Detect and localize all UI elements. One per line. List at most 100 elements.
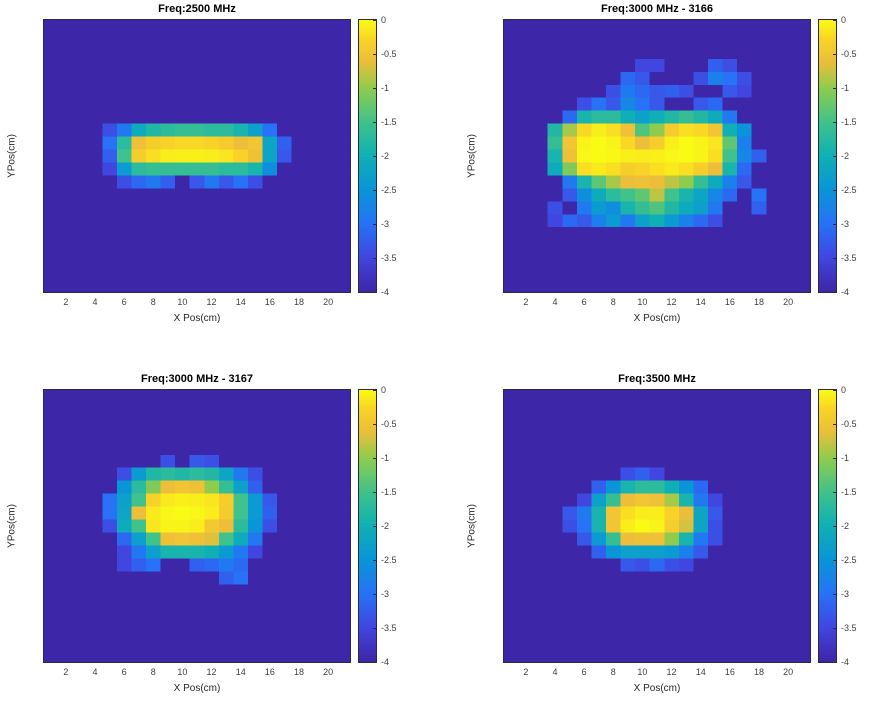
colorbar-tick-mark	[373, 122, 376, 123]
colorbar-tick-mark	[833, 190, 836, 191]
colorbar-tick-label: -1	[841, 83, 850, 93]
colorbar-tick-mark	[373, 224, 376, 225]
x-tick-label: 16	[724, 667, 735, 677]
x-tick-label: 8	[610, 667, 616, 677]
colorbar-tick-label: -1.5	[381, 487, 397, 497]
x-tick-label: 12	[666, 297, 677, 307]
x-tick-label: 2	[63, 297, 69, 307]
colorbar-tick-label: 0	[381, 15, 387, 25]
colorbar-tick-mark	[373, 458, 376, 459]
colorbar-tick-label: -1.5	[381, 117, 397, 127]
x-tick-label: 20	[783, 297, 794, 307]
colorbar-tick-mark	[373, 20, 376, 21]
colorbar-tick-label: -2.5	[841, 185, 857, 195]
colorbar-tick-label: -3	[841, 589, 850, 599]
colorbar-tick-mark	[833, 662, 836, 663]
colorbar-tick-label: -0.5	[381, 419, 397, 429]
x-tick-label: 20	[323, 667, 334, 677]
x-axis-label: X Pos(cm)	[633, 683, 681, 694]
plot-title: Freq:3000 MHz - 3167	[141, 373, 253, 385]
colorbar-tick-label: -2.5	[841, 555, 857, 565]
colorbar	[818, 389, 837, 663]
x-tick-label: 14	[695, 297, 706, 307]
colorbar-tick-mark	[373, 258, 376, 259]
plot-title: Freq:3500 MHz	[618, 373, 696, 385]
x-tick-label: 14	[695, 667, 706, 677]
colorbar	[358, 19, 377, 293]
colorbar-tick-label: -2.5	[381, 555, 397, 565]
colorbar-tick-mark	[373, 526, 376, 527]
colorbar-tick-label: -0.5	[381, 49, 397, 59]
colorbar-tick-label: -2	[381, 521, 390, 531]
colorbar-tick-label: -3.5	[841, 253, 857, 263]
colorbar-tick-mark	[373, 54, 376, 55]
colorbar-tick-mark	[373, 628, 376, 629]
colorbar-tick-mark	[373, 560, 376, 561]
colorbar-tick-mark	[373, 594, 376, 595]
x-tick-label: 4	[552, 297, 558, 307]
colorbar-tick-label: 0	[841, 385, 847, 395]
colorbar-tick-mark	[833, 390, 836, 391]
colorbar-tick-label: -2	[381, 151, 390, 161]
colorbar-tick-label: -2.5	[381, 185, 397, 195]
colorbar-tick-label: -1	[381, 83, 390, 93]
x-tick-label: 4	[92, 667, 98, 677]
colorbar-tick-mark	[833, 594, 836, 595]
x-tick-label: 16	[724, 297, 735, 307]
colorbar-tick-mark	[833, 224, 836, 225]
colorbar-tick-mark	[833, 292, 836, 293]
colorbar-tick-mark	[833, 424, 836, 425]
x-tick-label: 18	[293, 297, 305, 307]
colorbar-tick-label: -3.5	[841, 623, 857, 633]
colorbar-tick-label: -2	[841, 151, 850, 161]
x-tick-label: 4	[92, 297, 98, 307]
x-tick-label: 18	[753, 297, 765, 307]
x-tick-label: 16	[264, 667, 275, 677]
colorbar-tick-mark	[833, 258, 836, 259]
y-axis-label: YPos(cm)	[466, 134, 478, 178]
colorbar-tick-label: -0.5	[841, 49, 857, 59]
y-axis-label: YPos(cm)	[6, 134, 18, 178]
heatmap-image	[503, 389, 811, 663]
colorbar-tick-mark	[373, 390, 376, 391]
x-tick-label: 8	[610, 297, 616, 307]
x-tick-label: 12	[666, 667, 677, 677]
heatmap-image	[43, 389, 351, 663]
plot-title: Freq:3000 MHz - 3166	[601, 3, 713, 15]
colorbar-tick-mark	[373, 292, 376, 293]
x-tick-label: 14	[235, 667, 246, 677]
colorbar-tick-label: -4	[381, 287, 390, 297]
colorbar-tick-mark	[373, 156, 376, 157]
x-tick-label: 2	[523, 297, 529, 307]
colorbar-tick-mark	[833, 88, 836, 89]
x-tick-label: 8	[150, 667, 156, 677]
colorbar	[358, 389, 377, 663]
x-tick-label: 4	[552, 667, 558, 677]
y-axis-label: YPos(cm)	[6, 504, 18, 548]
x-tick-label: 20	[323, 297, 334, 307]
heatmap-image	[43, 19, 351, 293]
x-tick-label: 10	[637, 297, 648, 307]
x-tick-label: 10	[637, 667, 648, 677]
colorbar-tick-mark	[833, 122, 836, 123]
colorbar-tick-label: 0	[841, 15, 847, 25]
x-tick-label: 6	[121, 297, 127, 307]
colorbar-tick-mark	[833, 156, 836, 157]
colorbar-tick-label: -1.5	[841, 487, 857, 497]
y-axis-label: YPos(cm)	[466, 504, 478, 548]
colorbar-tick-mark	[833, 628, 836, 629]
x-tick-label: 6	[581, 667, 587, 677]
colorbar-tick-mark	[373, 190, 376, 191]
colorbar-tick-mark	[373, 88, 376, 89]
colorbar-tick-mark	[833, 526, 836, 527]
colorbar-tick-label: -2	[841, 521, 850, 531]
x-tick-label: 18	[293, 667, 305, 677]
colorbar-tick-mark	[373, 424, 376, 425]
x-tick-label: 16	[264, 297, 275, 307]
colorbar-tick-label: -4	[841, 657, 850, 667]
x-tick-label: 10	[177, 297, 188, 307]
colorbar-tick-mark	[833, 20, 836, 21]
x-tick-label: 2	[523, 667, 529, 677]
plot-title: Freq:2500 MHz	[158, 3, 236, 15]
colorbar-tick-label: -0.5	[841, 419, 857, 429]
